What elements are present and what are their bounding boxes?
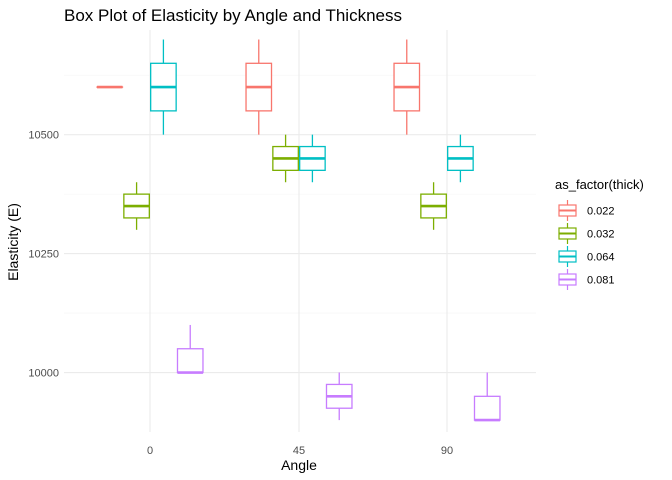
box-0.064-0	[150, 39, 177, 135]
box-body	[473, 395, 501, 421]
box-body	[176, 348, 204, 374]
y-tick-label: 10250	[28, 249, 59, 261]
grid-layer	[64, 30, 536, 432]
box-0.081-90	[473, 372, 501, 422]
legend-item-0.032: 0.032	[558, 223, 615, 244]
box-0.064-90	[447, 134, 474, 183]
y-axis-title: Elasticity (E)	[5, 203, 21, 281]
box-0.081-45	[325, 372, 353, 421]
legend-item-0.081: 0.081	[558, 269, 615, 290]
box-0.064-45	[299, 134, 326, 183]
x-axis-title: Angle	[281, 457, 317, 473]
x-tick-label: 0	[147, 445, 153, 457]
legend-item-0.022: 0.022	[558, 200, 615, 221]
x-tick-label: 90	[441, 445, 453, 457]
y-tick-label: 10000	[28, 368, 59, 380]
box-0.022-45	[245, 39, 273, 135]
legend-label: 0.032	[587, 229, 615, 241]
x-tick-label: 45	[293, 445, 305, 457]
legend: as_factor(thick) 0.022 0.032 0.064 0.081	[555, 177, 644, 290]
legend-label: 0.022	[587, 206, 615, 218]
axis-ticks: 10000 10250 10500 0 45 90	[28, 130, 453, 457]
box-0.081-0	[176, 324, 204, 374]
box-0.022-90	[393, 39, 421, 135]
legend-label: 0.064	[587, 252, 615, 264]
box-0.032-0	[123, 182, 150, 230]
legend-item-0.064: 0.064	[558, 246, 615, 267]
legend-title: as_factor(thick)	[555, 177, 644, 192]
legend-items: 0.022 0.032 0.064 0.081	[558, 200, 615, 290]
box-0.032-90	[420, 182, 447, 230]
box-0.032-45	[272, 134, 299, 183]
boxes	[96, 39, 501, 422]
chart-title: Box Plot of Elasticity by Angle and Thic…	[64, 6, 402, 25]
y-tick-label: 10500	[28, 130, 59, 142]
legend-label: 0.081	[587, 275, 615, 287]
